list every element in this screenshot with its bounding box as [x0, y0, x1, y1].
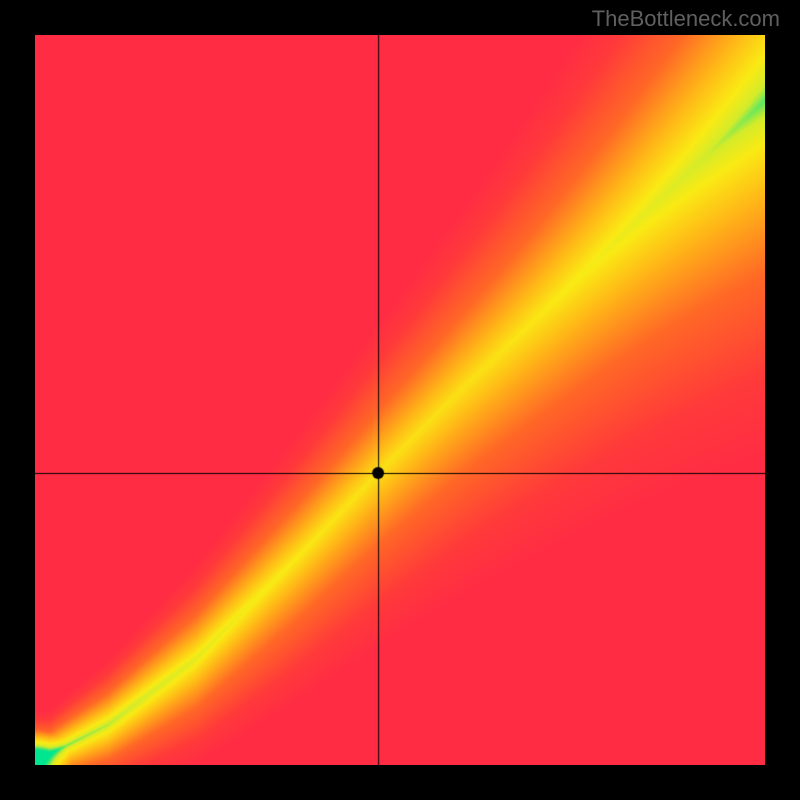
attribution-text: TheBottleneck.com [592, 6, 780, 32]
bottleneck-heatmap [35, 35, 765, 765]
